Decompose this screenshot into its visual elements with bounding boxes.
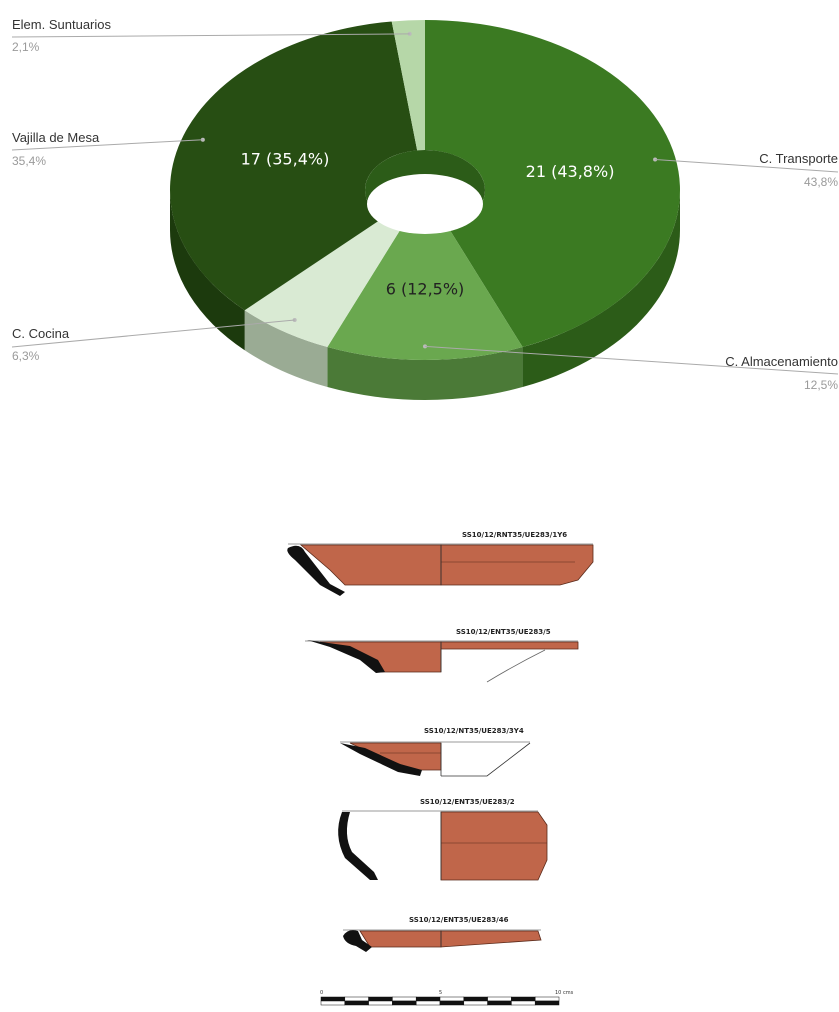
leader-line-5 [11, 33, 410, 38]
drawing-code-3: SS10/12/NT35/UE283/3Y4 [424, 727, 524, 735]
scale-seg-top-2 [344, 996, 369, 1002]
scale-seg-bottom-5 [415, 1000, 441, 1006]
slice-name-label-1: C. Transporte [759, 151, 838, 166]
profile-2 [307, 640, 385, 673]
scale-segments [320, 996, 560, 1006]
slice-2 [327, 226, 523, 360]
profile-4 [338, 812, 378, 880]
sherd-exterior-2 [440, 641, 579, 650]
slice-5 [391, 20, 425, 151]
sherd-exterior-5 [440, 930, 542, 948]
scale-seg-top-10 [534, 996, 560, 1002]
slice-side-1 [522, 190, 680, 388]
scale-seg-bottom-1 [320, 1000, 346, 1006]
hole-opening [367, 174, 483, 234]
leader-line-1 [655, 158, 839, 173]
slice-inner-labels: 21 (43,8%) 6 (12,5%) 17 (35,4%) [241, 149, 615, 298]
scale-seg-top-9 [511, 996, 536, 1002]
slice-percent-label-3: 6,3% [12, 349, 40, 363]
scale-label-10: 10 cms [555, 990, 574, 996]
slice-name-label-4: Vajilla de Mesa [12, 130, 100, 145]
scale-seg-bottom-6 [439, 1000, 465, 1006]
scale-seg-bottom-7 [463, 1000, 488, 1006]
slice-side-2 [327, 347, 523, 400]
slice-name-label-5: Elem. Suntuarios [12, 17, 111, 32]
pottery-drawing-5: SS10/12/ENT35/UE283/46 [343, 916, 542, 952]
scale-seg-bottom-3 [368, 1000, 393, 1006]
slice-4 [170, 21, 418, 311]
pie-side-walls [170, 190, 680, 400]
section-fill-5 [359, 930, 442, 948]
leader-lines [11, 31, 839, 375]
scale-seg-top-1 [320, 996, 346, 1002]
slice-side-4 [170, 190, 245, 351]
slice-3 [244, 218, 403, 348]
scale-seg-bottom-4 [392, 1000, 417, 1006]
scale-label-5: 5 [439, 990, 442, 996]
scale-seg-bottom-10 [534, 1000, 560, 1006]
sherd-exterior-1 [440, 544, 594, 586]
scale-seg-top-3 [368, 996, 393, 1002]
scale-seg-top-8 [487, 996, 512, 1002]
pottery-drawing-3: SS10/12/NT35/UE283/3Y4 [340, 727, 531, 777]
slice-name-label-2: C. Almacenamiento [725, 354, 838, 369]
profile-1 [287, 545, 345, 596]
slice-percent-label-2: 12,5% [804, 378, 838, 392]
slice-1 [425, 20, 680, 348]
scale-seg-top-5 [415, 996, 441, 1002]
section-fill-1 [299, 544, 442, 586]
scale-seg-bottom-8 [487, 1000, 512, 1006]
pie-center-hole [365, 150, 485, 234]
scale-seg-bottom-2 [344, 1000, 369, 1006]
slice-percent-label-1: 43,8% [804, 175, 838, 189]
profile-3 [340, 743, 422, 776]
scale-seg-top-6 [439, 996, 465, 1002]
leader-line-3 [11, 319, 295, 348]
scale-seg-bottom-9 [511, 1000, 536, 1006]
slice-inner-label-4: 17 (35,4%) [241, 149, 330, 168]
sherd-exterior-4 [440, 811, 548, 881]
leader-line-4 [11, 139, 203, 151]
donut-chart: C. Transporte 43,8% C. Almacenamiento 12,5%… [11, 17, 839, 400]
slice-percent-label-4: 35,4% [12, 154, 46, 168]
leader-line-2 [424, 345, 839, 375]
drawing-code-4: SS10/12/ENT35/UE283/2 [420, 798, 515, 806]
pottery-drawing-1: SS10/12/RNT35/UE283/1Y6 [287, 531, 594, 596]
drawing-code-5: SS10/12/ENT35/UE283/46 [409, 916, 509, 924]
scale-bar: 0 5 10 cms [320, 990, 574, 1006]
drawing-code-1: SS10/12/RNT35/UE283/1Y6 [462, 531, 567, 539]
scale-seg-top-7 [463, 996, 488, 1002]
slice-name-label-3: C. Cocina [12, 326, 70, 341]
slice-percent-label-5: 2,1% [12, 40, 40, 54]
drawing-code-2: SS10/12/ENT35/UE283/5 [456, 628, 551, 636]
slice-inner-label-2: 6 (12,5%) [386, 280, 465, 299]
external-labels: C. Transporte 43,8% C. Almacenamiento 12,5%… [12, 17, 838, 392]
slice-inner-label-1: 21 (43,8%) [526, 162, 615, 181]
pottery-drawing-2: SS10/12/ENT35/UE283/5 [305, 628, 579, 683]
pottery-drawings: SS10/12/RNT35/UE283/1Y6 SS10/12/ENT35/UE… [287, 531, 594, 1006]
scale-seg-top-4 [392, 996, 417, 1002]
pottery-drawing-4: SS10/12/ENT35/UE283/2 [338, 798, 548, 881]
profile-5 [343, 930, 372, 952]
pie-top-faces [170, 20, 680, 360]
scale-label-0: 0 [320, 990, 323, 996]
slice-side-3 [244, 310, 328, 388]
